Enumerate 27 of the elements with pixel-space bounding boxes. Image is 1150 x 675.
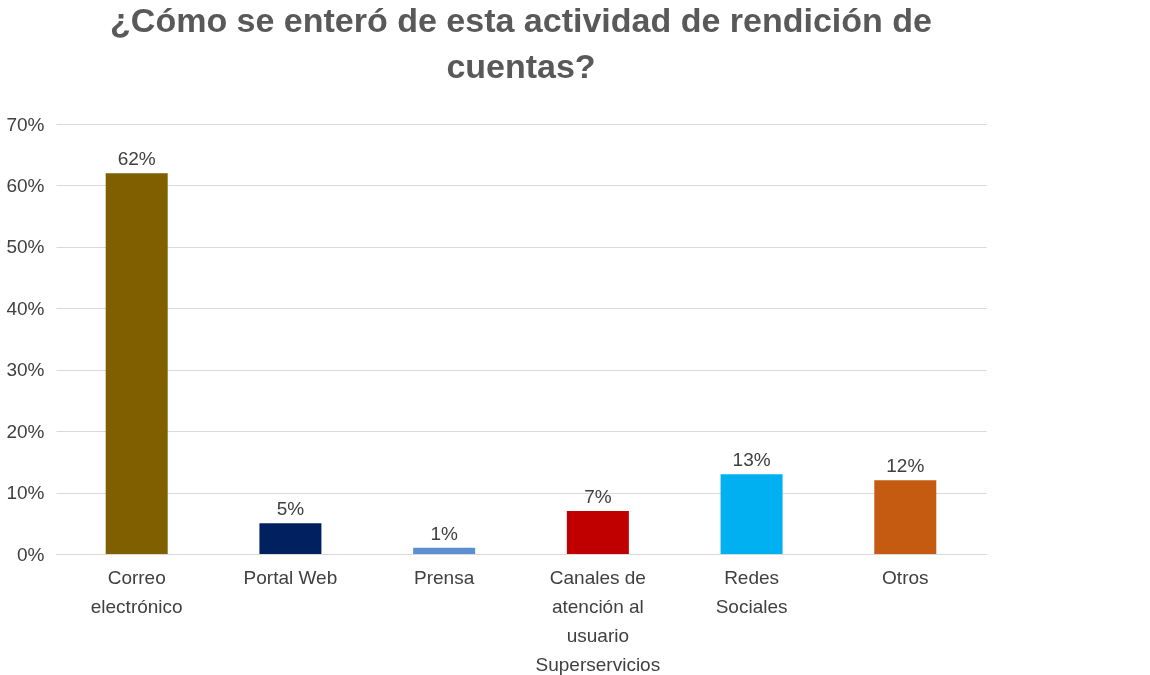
bar xyxy=(566,511,629,554)
y-tick-label: 10% xyxy=(6,482,45,504)
x-tick-label: Correo electrónico xyxy=(90,566,183,617)
x-tick-label: Prensa xyxy=(414,566,475,588)
bar xyxy=(413,547,476,554)
data-label: 7% xyxy=(584,486,612,507)
y-tick-label: 50% xyxy=(6,236,45,258)
x-tick-label: Canales de atención al usuario Superservicios xyxy=(535,566,661,675)
data-label: 12% xyxy=(886,455,925,477)
data-label: 5% xyxy=(276,498,305,520)
bar xyxy=(105,173,168,554)
data-label: 62% xyxy=(117,148,156,170)
bar xyxy=(259,523,322,554)
y-tick-label: 0% xyxy=(17,543,45,565)
x-tick-label: Portal Web xyxy=(243,566,338,588)
y-tick-label: 60% xyxy=(6,174,45,196)
data-label: 1% xyxy=(430,522,458,544)
bar xyxy=(874,480,937,554)
y-tick-label: 40% xyxy=(6,297,45,319)
x-tick-label: Redes Sociales xyxy=(715,566,788,617)
y-tick-label: 70% xyxy=(6,113,45,135)
data-label: 13% xyxy=(732,449,771,471)
bar xyxy=(720,474,783,554)
chart-title: ¿Cómo se enteró de esta actividad de rendición de cuentas? xyxy=(110,1,932,85)
y-tick-label: 30% xyxy=(6,359,45,381)
y-tick-label: 20% xyxy=(6,420,45,442)
x-tick-label: Otros xyxy=(882,566,929,588)
